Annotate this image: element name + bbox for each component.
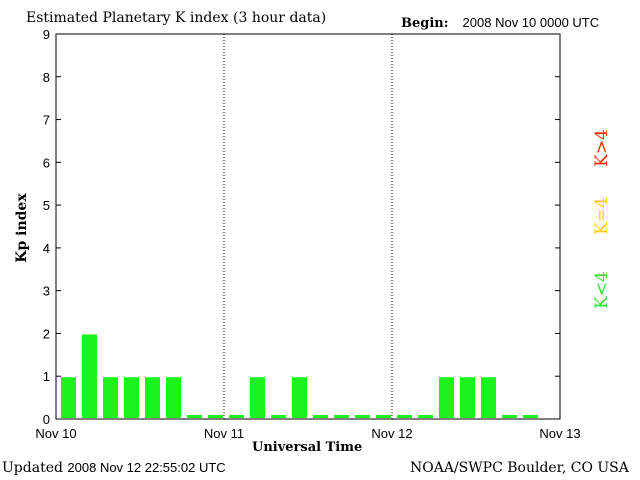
kp-bar xyxy=(502,415,517,418)
begin-label: Begin: xyxy=(401,16,449,31)
chart-title: Estimated Planetary K index (3 hour data… xyxy=(26,10,327,26)
kp-bar xyxy=(271,415,286,418)
kp-bar xyxy=(376,415,391,418)
legend-k-equal-4: K=4 xyxy=(592,197,612,235)
plot-frame xyxy=(55,33,561,420)
y-axis-label: Kp index xyxy=(14,193,30,263)
begin-time: Begin: 2008 Nov 10 0000 UTC xyxy=(401,15,599,31)
kp-bar xyxy=(208,415,223,418)
y-tick-label: 7 xyxy=(43,113,50,128)
kp-bar xyxy=(166,377,181,418)
updated-label: Updated xyxy=(2,460,63,476)
y-tick-label: 3 xyxy=(43,284,50,299)
kp-bar xyxy=(460,377,475,418)
kp-bar xyxy=(103,377,118,418)
kp-bar xyxy=(145,377,160,418)
begin-value: 2008 Nov 10 0000 UTC xyxy=(462,15,600,30)
x-tick-label: Nov 10 xyxy=(35,426,76,441)
data-source: NOAA/SWPC Boulder, CO USA xyxy=(410,460,629,476)
y-tick-label: 2 xyxy=(43,326,50,341)
kp-bar xyxy=(418,415,433,418)
kp-bar xyxy=(397,415,412,418)
kp-bar xyxy=(313,415,328,418)
updated-timestamp: Updated 2008 Nov 12 22:55:02 UTC xyxy=(2,460,226,476)
x-tick-label: Nov 13 xyxy=(539,426,580,441)
y-tick-label: 8 xyxy=(43,70,50,85)
kp-bar xyxy=(229,415,244,418)
kp-bar xyxy=(250,377,265,418)
x-tick-label: Nov 11 xyxy=(204,426,244,441)
kp-bar xyxy=(61,377,76,418)
kp-bar xyxy=(334,415,349,418)
kp-bar xyxy=(439,377,454,418)
y-tick-label: 4 xyxy=(43,241,50,256)
kp-bar xyxy=(82,334,97,418)
kp-bar xyxy=(355,415,370,418)
kp-bar xyxy=(292,377,307,418)
x-tick-label: Nov 12 xyxy=(371,426,412,441)
updated-value: 2008 Nov 12 22:55:02 UTC xyxy=(67,460,226,475)
kp-bar xyxy=(481,377,496,418)
legend-k-greater-4: K>4 xyxy=(592,129,612,167)
legend-k-less-4: K<4 xyxy=(592,271,612,309)
y-tick-label: 0 xyxy=(43,412,50,427)
y-tick-label: 5 xyxy=(43,198,50,213)
x-axis-label: Universal Time xyxy=(252,440,363,455)
y-tick-label: 6 xyxy=(43,155,50,170)
kp-bar xyxy=(523,415,538,418)
y-tick-label: 1 xyxy=(43,369,50,384)
y-tick-label: 9 xyxy=(43,27,50,42)
kp-bar xyxy=(187,415,202,418)
kp-bar xyxy=(124,377,139,418)
